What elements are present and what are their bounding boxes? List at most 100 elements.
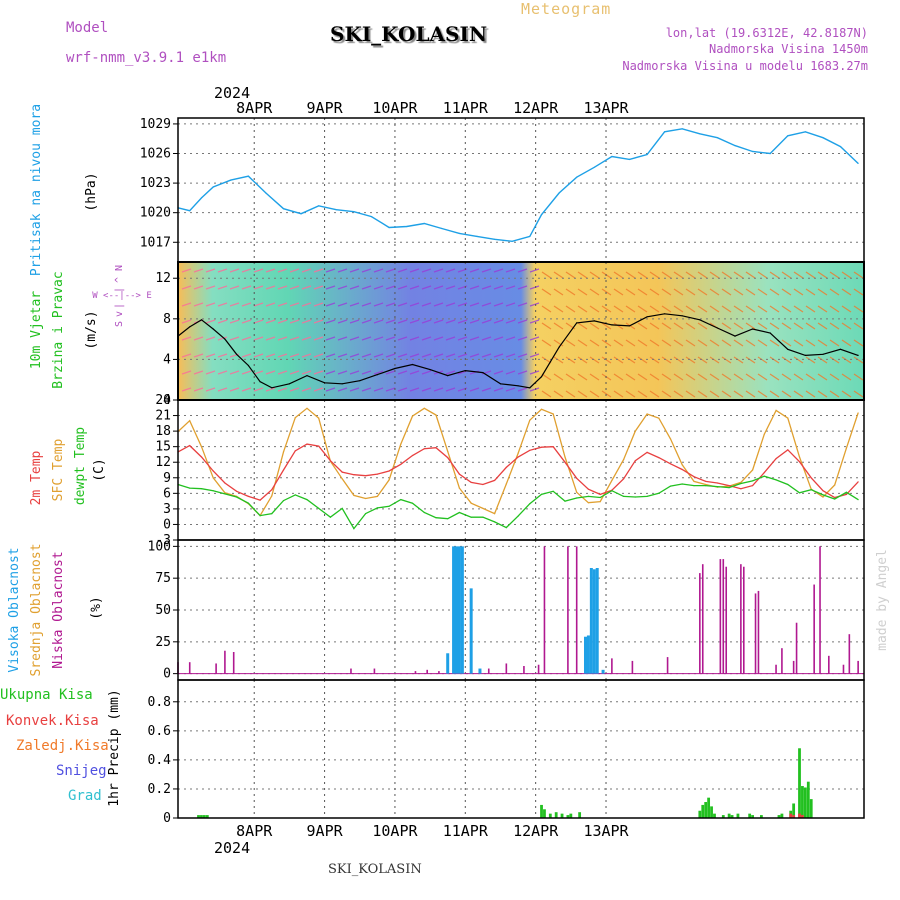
wind-barb (541, 339, 552, 347)
wind-barb (757, 322, 768, 330)
data-point (628, 325, 631, 327)
data-point (587, 488, 590, 490)
data-point (435, 447, 437, 449)
wind-barb (301, 319, 312, 324)
data-point (681, 315, 683, 317)
data-point (623, 459, 625, 461)
day-label-bottom: 13APR (583, 822, 629, 840)
data-point (822, 494, 824, 496)
data-point (224, 482, 226, 484)
wind-barb (241, 353, 252, 358)
wind-barb (769, 373, 780, 381)
data-point (564, 456, 566, 458)
wind-barb (289, 336, 300, 341)
wind-barb (277, 319, 288, 324)
mid-cloud-title: Srednja Oblacnost (29, 543, 44, 676)
total-precip-bar (540, 804, 543, 818)
wind-barb (697, 288, 708, 296)
wind-barb (277, 353, 288, 358)
wind-barb (697, 305, 708, 313)
data-point (593, 166, 595, 168)
wind-barb (721, 390, 732, 398)
y-tick-label: -3 (155, 533, 171, 548)
data-point (224, 338, 226, 340)
low-cloud-bar (754, 593, 757, 674)
data-point (236, 496, 238, 498)
wind-barb (649, 305, 660, 313)
compass-down-arrow: v (114, 311, 125, 317)
wind-barb (433, 336, 444, 341)
data-point (212, 477, 214, 479)
wind-barb (745, 322, 756, 330)
data-point (857, 162, 859, 164)
wind-barb (853, 271, 864, 279)
wind-barb (469, 302, 480, 307)
total-precip-bar (548, 813, 552, 818)
wind-barb (409, 353, 420, 358)
wind-barb (397, 336, 408, 341)
data-point (769, 152, 771, 155)
data-point (552, 490, 554, 492)
data-point (810, 489, 812, 491)
wind-barb (553, 339, 564, 347)
data-point (423, 407, 425, 409)
data-point (634, 460, 636, 462)
wind-barb (493, 353, 504, 358)
data-point (236, 353, 238, 355)
pressure-line (177, 128, 859, 243)
wind-barb (325, 336, 336, 341)
data-point (394, 367, 396, 370)
low-cloud-bar (414, 671, 417, 674)
wind-barb (193, 353, 204, 358)
panel-frame (177, 117, 865, 263)
high-cloud-bar (583, 636, 587, 674)
total-precip-bar (197, 815, 200, 818)
high-cloud-bar (446, 653, 450, 674)
data-point (634, 430, 636, 432)
wind-barb (733, 390, 744, 398)
wind-barb (709, 356, 720, 364)
data-point (353, 494, 355, 496)
low-cloud-bar (224, 650, 226, 674)
low-cloud-bar (699, 573, 701, 674)
dewpoint-line (177, 475, 859, 530)
data-point (259, 515, 261, 517)
total-precip-bar (566, 815, 570, 818)
data-point (376, 495, 378, 497)
wind-barb (529, 336, 540, 341)
wind-barb (313, 387, 324, 392)
wind-barb (661, 339, 672, 347)
wind-barb (445, 302, 456, 307)
wind-barb (637, 356, 648, 364)
data-point (441, 227, 443, 230)
data-point (494, 238, 496, 240)
wind-barb (745, 356, 756, 364)
data-point (599, 493, 601, 495)
wind-barb (457, 336, 468, 341)
temp-2m-title: 2m Temp (29, 450, 44, 505)
wind-barb (349, 319, 360, 324)
wind-barb (397, 285, 408, 290)
data-point (435, 517, 437, 519)
wind-barb (745, 390, 756, 398)
wind-barb (625, 373, 636, 381)
wind-barb (685, 339, 696, 347)
data-point (470, 502, 472, 504)
wind-barb (529, 387, 540, 392)
wind-barb (853, 373, 864, 381)
y-tick-label: 15 (155, 440, 171, 455)
compass-n: N (114, 265, 125, 271)
low-cloud-bar (857, 660, 859, 674)
low-cloud-bar (795, 622, 798, 674)
y-tick-label: 0.4 (148, 753, 172, 768)
data-point (353, 528, 355, 530)
wind-barb (409, 387, 420, 392)
wind-barb (781, 305, 792, 313)
data-point (693, 485, 695, 487)
wind-barb (781, 356, 792, 364)
high-cloud-bar (592, 569, 596, 674)
data-point (494, 513, 496, 515)
total-precip-bar (543, 809, 546, 818)
wind-barb (301, 268, 312, 273)
y-tick-label: 25 (155, 635, 171, 650)
